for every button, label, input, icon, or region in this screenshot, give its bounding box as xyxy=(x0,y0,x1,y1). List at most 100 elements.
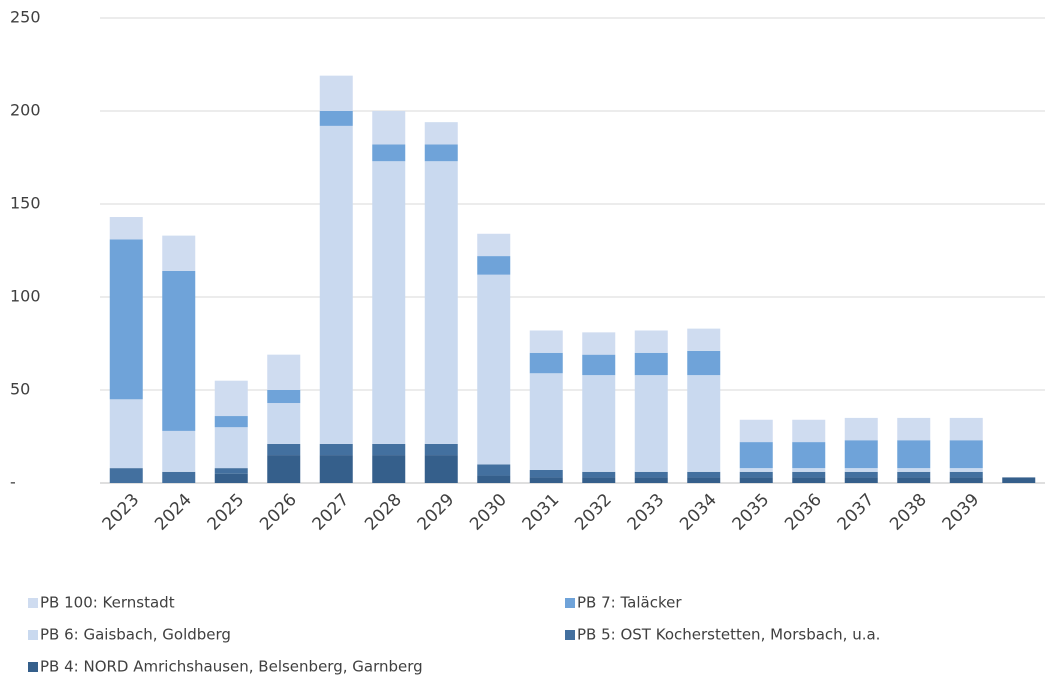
bar-segment xyxy=(214,427,248,469)
bar-segment xyxy=(949,440,983,469)
x-tick-label: 2036 xyxy=(781,490,826,535)
x-tick-label: 2039 xyxy=(939,490,984,535)
bar-segment xyxy=(372,111,406,145)
bar-segment xyxy=(739,468,773,472)
bar-segment xyxy=(634,477,668,483)
bar-segment xyxy=(109,468,143,483)
bar-segment xyxy=(162,235,196,271)
legend-label: PB 7: Taläcker xyxy=(577,594,682,612)
bar-segment xyxy=(214,468,248,474)
bar-segment xyxy=(372,161,406,444)
bar-segment xyxy=(844,440,878,469)
x-tick-label: 2025 xyxy=(204,490,249,535)
y-tick-label: 150 xyxy=(10,194,41,213)
bar-segment xyxy=(844,468,878,472)
legend-swatch xyxy=(28,662,38,672)
bar-segment xyxy=(844,417,878,441)
legend-label: PB 6: Gaisbach, Goldberg xyxy=(40,626,231,644)
bar-segment xyxy=(687,328,721,351)
bar-segment xyxy=(949,417,983,441)
bar-segment xyxy=(162,430,196,472)
bar-segment xyxy=(687,477,721,483)
y-tick-label: 200 xyxy=(10,101,41,120)
bar-segment xyxy=(477,256,511,275)
bar-segment xyxy=(424,161,458,444)
bar-segment xyxy=(477,475,511,483)
y-tick-label: 100 xyxy=(10,287,41,306)
bar-segment xyxy=(109,239,143,400)
bar-segment xyxy=(529,469,563,478)
bar-segment xyxy=(477,464,511,476)
bar-segment xyxy=(792,468,826,472)
bar-segment xyxy=(634,330,668,353)
bar-segment xyxy=(897,477,931,483)
bar-segment xyxy=(529,330,563,353)
bar-segment xyxy=(687,471,721,478)
bar-segment xyxy=(424,443,458,456)
bar-segment xyxy=(739,419,773,443)
x-tick-label: 2027 xyxy=(309,490,354,535)
x-tick-label: 2030 xyxy=(466,490,511,535)
x-tick-label: 2028 xyxy=(361,490,406,535)
bar-segment xyxy=(687,350,721,376)
bar-segment xyxy=(582,471,616,478)
y-tick-label: - xyxy=(10,473,16,492)
bar-segment xyxy=(319,125,353,444)
bar-segment xyxy=(424,122,458,145)
bar-segment xyxy=(319,443,353,456)
bar-segment xyxy=(739,477,773,483)
bar-segment xyxy=(214,473,248,483)
x-tick-label: 2038 xyxy=(886,490,931,535)
bar-segment xyxy=(109,399,143,469)
x-tick-label: 2023 xyxy=(99,490,144,535)
x-tick-label: 2029 xyxy=(414,490,459,535)
bar-segment xyxy=(897,468,931,472)
bar-segment xyxy=(582,375,616,472)
bar-segment xyxy=(792,419,826,443)
bar-segment xyxy=(214,380,248,417)
bar-segment xyxy=(267,455,301,483)
bar-segment xyxy=(267,403,301,444)
bar-segment xyxy=(529,477,563,483)
bar-segment xyxy=(267,354,301,390)
legend-label: PB 100: Kernstadt xyxy=(40,594,175,612)
bar-segment xyxy=(739,442,773,469)
bar-segment xyxy=(792,442,826,469)
bar-segment xyxy=(897,471,931,478)
bar-segment xyxy=(424,455,458,483)
bar-segment xyxy=(424,144,458,162)
bar-segment xyxy=(477,274,511,465)
bar-segment xyxy=(319,111,353,126)
legend-swatch xyxy=(28,598,38,608)
legend-swatch xyxy=(565,598,575,608)
legend-label: PB 5: OST Kocherstetten, Morsbach, u.a. xyxy=(577,626,880,644)
bar-segment xyxy=(739,471,773,478)
bar-segment xyxy=(949,477,983,483)
x-tick-label: 2034 xyxy=(676,490,721,535)
bar-segment xyxy=(634,375,668,472)
bar-segment xyxy=(634,471,668,478)
y-tick-label: 50 xyxy=(10,380,30,399)
bar-segment xyxy=(949,471,983,478)
bar-segment xyxy=(214,416,248,428)
x-tick-label: 2026 xyxy=(256,490,301,535)
bar-segment xyxy=(529,352,563,374)
bar-segment xyxy=(162,270,196,431)
bar-segment xyxy=(792,471,826,478)
bar-segment xyxy=(844,471,878,478)
bar-segment xyxy=(319,75,353,111)
bar-segment xyxy=(372,443,406,456)
bar-segment xyxy=(372,455,406,483)
x-tick-label: 2031 xyxy=(519,490,564,535)
bar-segment xyxy=(792,477,826,483)
bar-segment xyxy=(844,477,878,483)
bar-segment xyxy=(582,332,616,355)
bar-segment xyxy=(267,443,301,456)
bar-segment xyxy=(634,352,668,376)
bar-segment xyxy=(582,477,616,483)
x-tick-label: 2032 xyxy=(571,490,616,535)
x-tick-label: 2037 xyxy=(834,490,879,535)
y-tick-label: 250 xyxy=(10,8,41,27)
bar-segment xyxy=(897,440,931,469)
